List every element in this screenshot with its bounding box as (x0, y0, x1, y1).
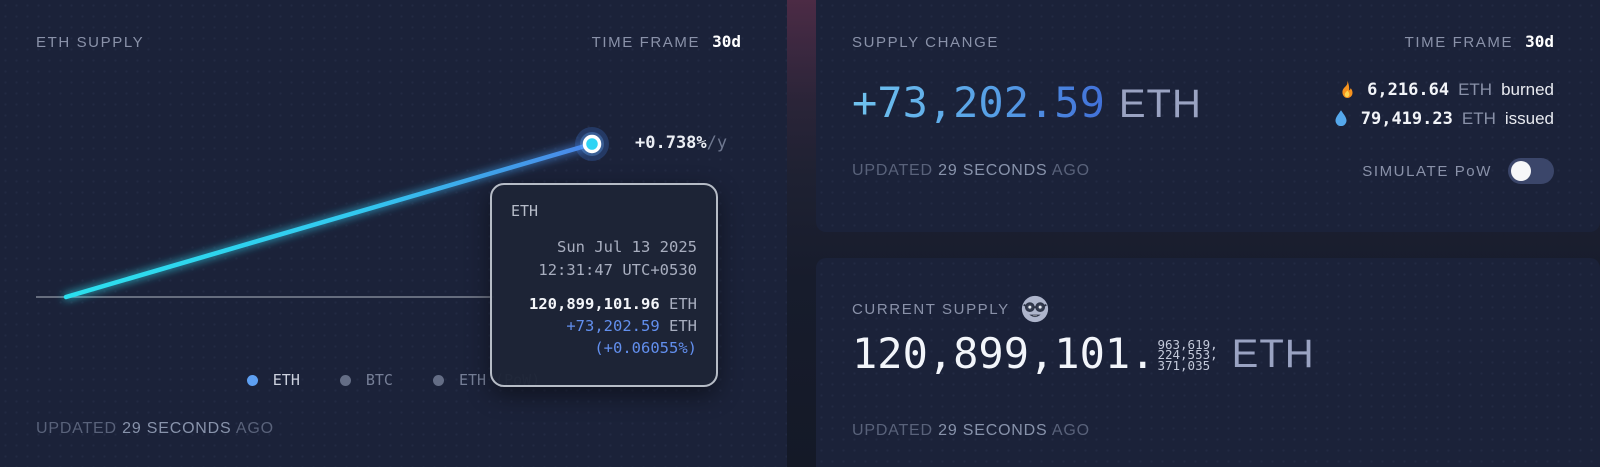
tooltip-supply-value: 120,899,101.96 (529, 295, 660, 313)
timeframe-value-button[interactable]: 30d (1525, 32, 1554, 51)
timeframe-label: TIME FRAME (591, 34, 701, 51)
eth-supply-updated: UPDATED 29 SECONDS AGO (36, 420, 274, 438)
updated-prefix: UPDATED (852, 422, 933, 439)
droplet-icon (1330, 108, 1352, 130)
tooltip-supply: 120,899,101.96 ETH (511, 293, 697, 315)
growth-rate-value: +0.738% (635, 133, 707, 153)
legend-dot-eth-pow (432, 374, 444, 386)
current-supply-updated: UPDATED 29 SECONDS AGO (852, 422, 1090, 440)
precision-line-2: 224,553, (1157, 347, 1218, 362)
tooltip-change-value: +73,202.59 (566, 317, 660, 335)
legend-item-eth[interactable]: ETH (246, 371, 300, 389)
issued-row: 79,419.23 ETH issued (1330, 106, 1554, 132)
simulate-pow-toggle[interactable] (1508, 158, 1554, 184)
eth-supply-title: ETH SUPPLY (36, 34, 145, 51)
current-supply-title: CURRENT SUPPLY (852, 294, 1050, 324)
timeframe-value-button[interactable]: 30d (712, 32, 741, 51)
legend-dot-eth (246, 374, 258, 386)
timeframe-label: TIME FRAME (1404, 34, 1514, 51)
nerd-face-icon[interactable] (1020, 294, 1050, 324)
legend-item-btc[interactable]: BTC (339, 371, 393, 389)
burned-unit: ETH (1458, 80, 1493, 99)
tooltip-change: +73,202.59 ETH (511, 315, 697, 337)
tooltip-change-unit: ETH (669, 317, 697, 335)
supply-change-title: SUPPLY CHANGE (852, 34, 999, 51)
updated-suffix: AGO (1051, 162, 1090, 179)
updated-time: 29 SECONDS (122, 420, 232, 437)
current-supply-panel: CURRENT SUPPLY 120,899,101. 963,619, (816, 258, 1600, 467)
issued-value: 79,419.23 (1360, 109, 1453, 129)
updated-prefix: UPDATED (36, 420, 117, 437)
eth-supply-panel: ETH SUPPLY TIME FRAME 30d +0.738%/y (0, 0, 787, 467)
growth-rate-unit: /y (706, 133, 728, 153)
eth-supply-header: ETH SUPPLY TIME FRAME 30d (36, 32, 741, 51)
burn-issue-breakdown: 6,216.64 ETH burned 79,419.23 ETH issued (1330, 77, 1554, 132)
current-supply-precision-digits: 963,619, 224,553, 371,035 (1157, 336, 1218, 373)
updated-time: 29 SECONDS (938, 162, 1048, 179)
issued-unit: ETH (1461, 109, 1496, 128)
supply-line-chart (36, 127, 609, 300)
supply-change-amount: +73,202.59 ETH (852, 78, 1202, 127)
last-point-marker (575, 127, 609, 161)
issued-label: issued (1504, 109, 1554, 128)
tooltip-supply-unit: ETH (669, 295, 697, 313)
timeframe-control: TIME FRAME 30d (592, 32, 741, 51)
updated-suffix: AGO (235, 420, 274, 437)
current-supply-main-digits: 120,899,101. (852, 329, 1156, 378)
simulate-pow-control: SIMULATE PoW (1362, 158, 1554, 184)
supply-change-panel: SUPPLY CHANGE TIME FRAME 30d +73,202.59 … (816, 0, 1600, 232)
legend-dot-btc (339, 374, 351, 386)
burned-label: burned (1501, 80, 1554, 99)
current-supply-amount: 120,899,101. 963,619, 224,553, 371,035 E… (852, 329, 1315, 378)
tooltip-time: 12:31:47 UTC+0530 (538, 261, 697, 279)
burned-row: 6,216.64 ETH burned (1330, 77, 1554, 103)
growth-rate-annotation: +0.738%/y (635, 133, 727, 153)
tooltip-series-name: ETH (511, 202, 539, 220)
updated-prefix: UPDATED (852, 162, 933, 179)
chart-tooltip: ETH Sun Jul 13 2025 12:31:47 UTC+0530 12… (490, 183, 718, 387)
updated-suffix: AGO (1051, 422, 1090, 439)
current-supply-header: CURRENT SUPPLY (852, 294, 1554, 324)
tooltip-change-pct: (+0.06055%) (594, 339, 697, 357)
precision-line-3: 371,035 (1157, 357, 1211, 373)
supply-change-updated: UPDATED 29 SECONDS AGO (852, 162, 1090, 180)
toggle-knob (1511, 161, 1531, 181)
eth-supply-line (63, 141, 595, 300)
timeframe-control-2: TIME FRAME 30d (1405, 32, 1554, 51)
burned-value: 6,216.64 (1367, 80, 1450, 100)
legend-label-btc: BTC (365, 371, 393, 389)
supply-change-value: +73,202.59 (852, 78, 1105, 127)
precision-line-1: 963,619, (1157, 336, 1218, 352)
current-supply-title-text: CURRENT SUPPLY (852, 300, 1010, 318)
fire-icon (1336, 79, 1358, 101)
legend-label-eth: ETH (272, 371, 300, 389)
simulate-pow-label: SIMULATE PoW (1362, 162, 1492, 180)
current-supply-unit: ETH (1231, 332, 1315, 376)
supply-change-unit: ETH (1118, 82, 1202, 126)
supply-change-header: SUPPLY CHANGE TIME FRAME 30d (852, 32, 1554, 51)
updated-time: 29 SECONDS (938, 422, 1048, 439)
tooltip-date: Sun Jul 13 2025 (557, 238, 697, 256)
